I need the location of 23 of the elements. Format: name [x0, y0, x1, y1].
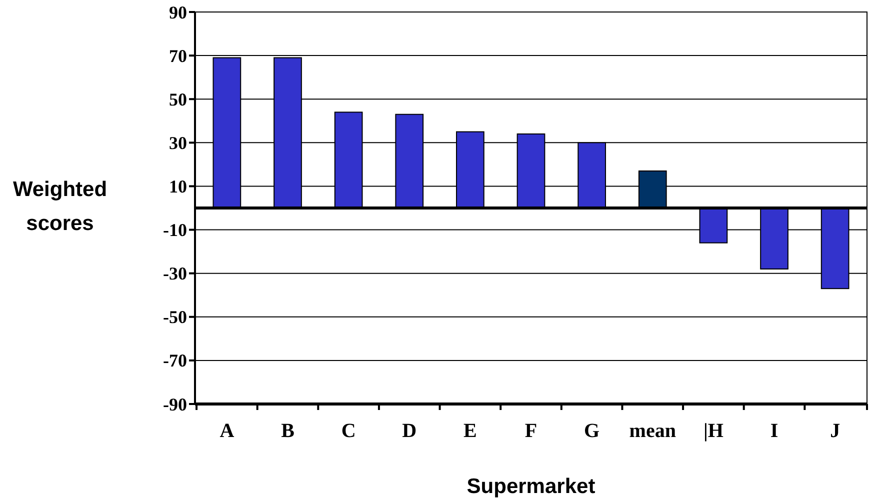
x-tick-label: D: [402, 420, 417, 442]
x-tick-label: mean: [629, 420, 676, 442]
x-tick-label: E: [464, 420, 477, 442]
x-tick-label: F: [524, 420, 538, 442]
y-tick-label: -90: [163, 394, 187, 414]
y-tick-label: -30: [163, 264, 187, 284]
x-tick-label: A: [220, 420, 235, 442]
x-tick-label: J: [830, 420, 840, 442]
y-tick-label: 30: [169, 132, 187, 153]
x-tick-label: I: [770, 420, 778, 442]
x-tick-label: G: [584, 420, 600, 442]
x-tick-label: B: [281, 420, 294, 442]
y-axis-title: Weighted scores: [12, 178, 108, 235]
y-tick-label: 50: [169, 89, 187, 110]
x-tick-label: |H: [703, 420, 724, 442]
y-tick-label: -70: [163, 350, 187, 371]
y-tick-label: 90: [169, 2, 187, 22]
y-tick-label: -50: [163, 307, 187, 328]
y-tick-label: 10: [169, 176, 187, 197]
x-axis-title: Supermarket: [466, 475, 596, 498]
y-tick-label: -10: [163, 220, 187, 240]
y-tick-label: 70: [169, 46, 187, 66]
x-tick-label: C: [341, 420, 356, 442]
